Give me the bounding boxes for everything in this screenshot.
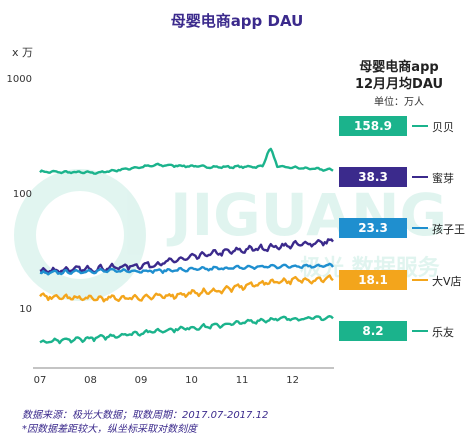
footnote-log-scale: *因数据差距较大，纵坐标采取对数刻度 <box>22 424 197 435</box>
x-tick-label-11: 11 <box>236 375 249 386</box>
series-name-2: 孩子王 <box>432 223 465 236</box>
dec-avg-badge-3: 18.1 <box>339 270 407 290</box>
y-tick-label-2: 1000 <box>7 74 32 85</box>
x-tick-label-08: 08 <box>84 375 97 386</box>
series-name-0: 贝贝 <box>432 121 454 134</box>
series-lines <box>39 147 334 345</box>
series-line-3 <box>39 274 334 303</box>
dec-avg-badge-4: 8.2 <box>339 321 407 341</box>
chart-title: 母婴电商app DAU <box>170 12 304 30</box>
panel-title-line-2: 12月月均DAU <box>354 77 444 92</box>
x-tick-label-07: 07 <box>34 375 47 386</box>
series-connectors <box>412 125 428 332</box>
panel-title: 母婴电商app 12月月均DAU <box>334 59 464 93</box>
watermark-logo-text: JIGUANG <box>166 181 447 249</box>
x-tick-label-10: 10 <box>185 375 198 386</box>
y-axis-unit: x 万 <box>12 46 34 59</box>
dec-avg-badge-1: 38.3 <box>339 167 407 187</box>
series-name-4: 乐友 <box>432 326 454 339</box>
footnote-source: 数据来源：极光大数据；取数周期：2017.07-2017.12 <box>22 410 269 421</box>
dec-avg-badge-0: 158.9 <box>339 116 407 136</box>
x-tick-label-12: 12 <box>286 375 299 386</box>
y-axis-ticks: 10 100 1000 <box>7 74 32 315</box>
series-line-0 <box>39 147 334 175</box>
panel-unit: 单位：万人 <box>374 97 424 108</box>
y-tick-label-1: 100 <box>13 189 32 200</box>
y-tick-label-0: 10 <box>19 304 32 315</box>
series-line-2 <box>39 262 334 276</box>
series-name-3: 大V店 <box>432 275 462 288</box>
series-name-1: 蜜芽 <box>432 172 454 185</box>
x-axis-ticks: 07 08 09 10 11 12 <box>34 375 299 386</box>
series-line-4 <box>39 315 334 345</box>
panel-title-line-1: 母婴电商app <box>359 60 439 75</box>
x-tick-label-09: 09 <box>135 375 148 386</box>
dec-avg-badge-2: 23.3 <box>339 218 407 238</box>
series-line-1 <box>39 238 334 275</box>
watermark-logo-ring <box>14 169 146 301</box>
